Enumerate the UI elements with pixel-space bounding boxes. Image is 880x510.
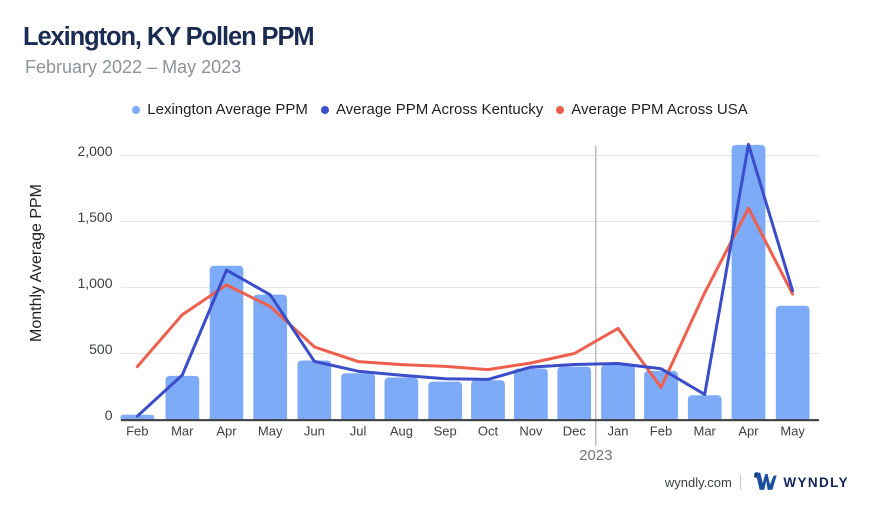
svg-text:Sep: Sep <box>434 424 457 439</box>
svg-text:Dec: Dec <box>563 424 587 439</box>
svg-text:0: 0 <box>105 407 113 423</box>
svg-text:2023: 2023 <box>579 447 612 464</box>
svg-text:Feb: Feb <box>650 424 672 439</box>
svg-text:Jun: Jun <box>304 424 325 439</box>
svg-text:Apr: Apr <box>738 424 759 439</box>
svg-text:Nov: Nov <box>519 424 543 439</box>
svg-text:Jul: Jul <box>350 424 367 439</box>
svg-text:Monthly Average PPM: Monthly Average PPM <box>28 184 45 342</box>
svg-text:1,500: 1,500 <box>77 209 112 225</box>
svg-text:Aug: Aug <box>390 424 413 439</box>
svg-text:Oct: Oct <box>478 424 499 439</box>
svg-text:Feb: Feb <box>126 424 148 439</box>
svg-text:500: 500 <box>89 341 113 357</box>
svg-text:Mar: Mar <box>694 424 717 439</box>
svg-text:Mar: Mar <box>171 424 194 439</box>
svg-text:Jan: Jan <box>608 424 629 439</box>
svg-text:Apr: Apr <box>216 424 237 439</box>
svg-text:May: May <box>780 424 805 439</box>
svg-text:May: May <box>258 424 283 439</box>
svg-text:1,000: 1,000 <box>77 275 112 291</box>
svg-text:2,000: 2,000 <box>77 143 112 159</box>
